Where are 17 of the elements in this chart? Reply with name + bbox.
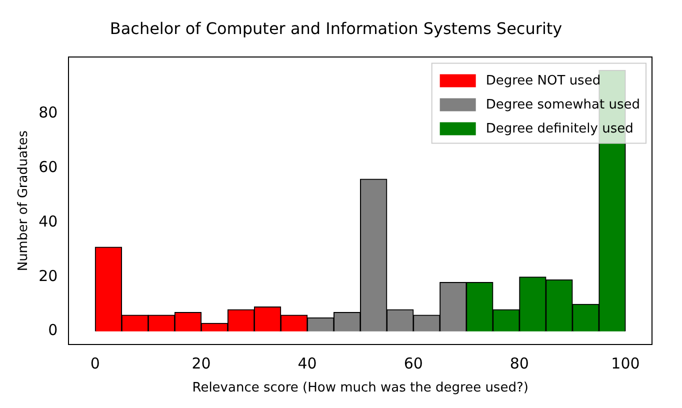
x-tick-label: 20 [192, 354, 211, 372]
y-tick-label: 60 [38, 158, 58, 176]
legend-label: Degree NOT used [486, 74, 601, 89]
x-axis-title: Relevance score (How much was the degree used?) [192, 380, 528, 396]
y-tick-label: 80 [38, 104, 58, 122]
x-tick-label: 60 [404, 354, 423, 372]
chart-title: Bachelor of Computer and Information Systems Security [110, 18, 562, 38]
x-tick-label: 40 [298, 354, 317, 372]
y-tick-label: 40 [38, 212, 58, 230]
x-tick-label: 0 [90, 354, 100, 372]
x-tick-label: 100 [611, 354, 640, 372]
y-axis-title: Number of Graduates [16, 130, 32, 272]
legend-label: Degree somewhat used [486, 98, 640, 113]
legend-label: Degree definitely used [486, 122, 634, 137]
x-tick-label: 80 [510, 354, 529, 372]
y-tick-label: 20 [38, 266, 58, 285]
y-tick-label: 0 [48, 321, 58, 340]
